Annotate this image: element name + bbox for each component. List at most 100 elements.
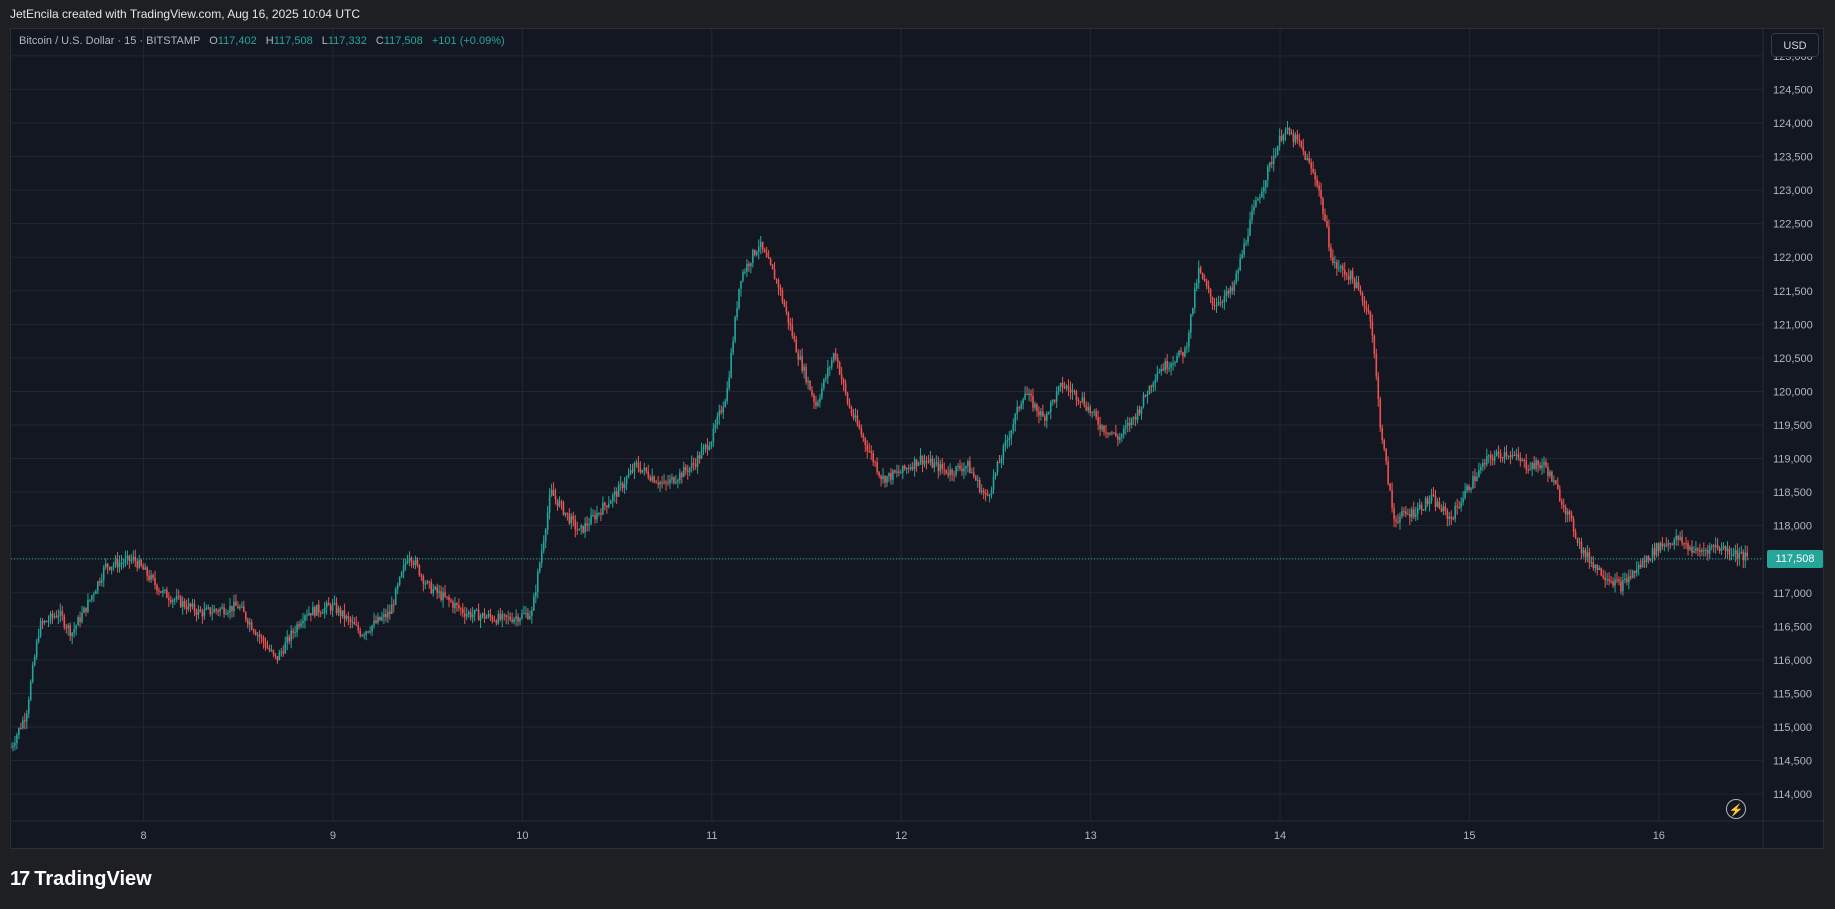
tradingview-logo[interactable]: 17 TradingView [10,866,152,892]
candle-body [1718,548,1721,551]
candle-body [641,469,644,473]
candle-body [1345,274,1348,276]
candle-body [684,467,687,471]
candle-body [471,614,474,618]
candle-body [1034,403,1036,408]
candle-body [1712,545,1715,547]
candle-body [1653,548,1656,556]
candle-body [1046,413,1048,421]
candle-body [211,612,214,614]
symbol-title[interactable]: Bitcoin / U.S. Dollar · 15 · BITSTAMP [19,35,201,47]
candle-body [170,600,172,603]
candle-body [1699,550,1701,552]
candle-body [1547,466,1549,476]
candle-body [1535,460,1537,469]
candle-body [495,620,498,624]
candle-body [1126,422,1129,427]
candle-body [775,279,778,281]
candle-body [1667,542,1670,546]
candle-body [947,473,949,476]
candle-body [1079,401,1082,403]
candle-body [1685,543,1687,545]
candle-body [110,566,113,570]
candle-body [450,600,452,602]
candle-body [1186,346,1188,349]
candle-body [1549,471,1551,476]
candle-body [108,566,111,570]
candle-body [925,460,928,462]
candle-body [1744,552,1747,561]
candle-body [1630,576,1632,578]
candle-body [501,614,504,620]
candle-body [1111,432,1113,434]
candle-body [542,541,545,551]
y-tick-label: 121,000 [1773,319,1813,331]
candle-body [77,617,79,626]
lightning-icon[interactable]: ⚡ [1726,799,1746,819]
candle-body [558,501,561,507]
candle-body [955,466,957,475]
candle-body [1740,551,1743,554]
candle-body [112,564,115,567]
candle-body [1095,411,1097,418]
candle-body [499,613,502,620]
high-value: 117,508 [273,35,313,47]
candle-body [1716,545,1719,549]
candle-body [1170,363,1172,368]
candle-body [213,609,216,613]
candlestick-chart[interactable]: 114,000 114,500 115,000 115,500 116,000 116,5… [11,29,1823,848]
candle-body [1387,461,1389,484]
candle-body [1174,362,1176,364]
candle-body [767,256,770,259]
candle-body [1401,510,1403,517]
candle-body [1588,552,1591,563]
candle-body [1446,510,1449,519]
candle-body [302,620,304,624]
candle-body [576,529,579,531]
close-value: 117,508 [383,35,423,47]
candle-body [120,562,123,564]
candle-body [1412,509,1415,517]
candle-body [460,608,462,610]
candle-body [529,615,531,619]
candle-body [1168,367,1170,369]
candle-body [892,470,894,480]
candle-body [722,407,725,413]
currency-button[interactable]: USD [1771,33,1819,57]
candle-body [1501,457,1504,459]
candle-body [1115,432,1117,437]
candle-body [1620,581,1622,592]
candle-body [1057,386,1060,392]
candle-body [941,464,944,469]
candle-body [1624,578,1626,580]
candle-body [1190,314,1192,333]
candle-body [1089,407,1092,413]
candle-body [187,603,190,610]
candle-body [1231,287,1234,291]
candle-body [452,601,454,608]
candle-body [929,458,932,463]
candle-body [1338,267,1340,269]
candle-body [430,582,433,594]
candle-body [1268,162,1271,167]
candle-body [1012,424,1015,431]
candle-body [168,598,170,601]
candle-body [134,556,137,562]
chart-frame[interactable]: 114,000 114,500 115,000 115,500 116,000 116,5… [10,28,1824,849]
candle-body [961,469,963,472]
candle-body [1675,535,1677,540]
candle-body [781,290,784,302]
candle-body [132,556,135,560]
candle-body [990,489,993,495]
candle-body [1732,554,1735,556]
candle-body [546,512,549,531]
candle-body [978,479,981,493]
candle-body [1407,513,1409,515]
candle-body [602,502,604,515]
candle-body [1205,280,1208,287]
candle-body [1369,311,1372,322]
candle-body [1069,389,1072,393]
candle-body [1574,531,1577,538]
candle-body [1217,302,1220,306]
candle-body [1482,463,1484,468]
